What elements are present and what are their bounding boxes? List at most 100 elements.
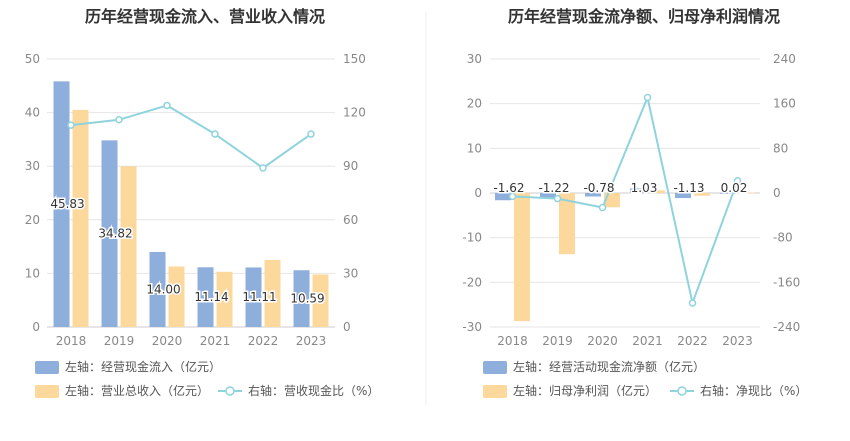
left-axis-tick-label: 0: [32, 320, 40, 334]
bar-data-label: -1.62: [493, 181, 524, 195]
bar-data-label: -1.22: [538, 181, 569, 195]
bar-2020-series-1: [168, 266, 185, 327]
right-axis-tick-label: 160: [773, 97, 796, 111]
bar-2018-series-1: [514, 193, 530, 322]
bar-2018-series-0: [495, 193, 511, 201]
ratio-line: [512, 94, 739, 307]
chart-title: 历年经营现金流入、营业收入情况: [85, 7, 325, 26]
right-axis-tick-label: 0: [773, 186, 781, 200]
bar-2019-series-1: [559, 193, 575, 255]
bar-data-label: 45.83: [50, 197, 84, 211]
bar-data-label: 11.11: [242, 290, 276, 304]
right-axis-tick-label: -160: [773, 275, 800, 289]
legend-swatch-0: [35, 361, 59, 374]
x-axis-tick-label: 2019: [104, 334, 135, 348]
legend-label-1: 左轴：归母净利润（亿元）: [513, 383, 657, 398]
bar-2019-series-1: [120, 166, 137, 327]
left-axis-tick-label: -30: [462, 320, 482, 334]
x-axis-tick-label: 2020: [587, 334, 618, 348]
legend-label-1: 左轴：营业总收入（亿元）: [65, 383, 209, 398]
x-axis-tick-label: 2018: [56, 334, 87, 348]
bar-2018-series-0: [53, 81, 70, 327]
left-axis-tick-label: 30: [467, 52, 482, 66]
ratio-point-2018: [508, 192, 517, 201]
bar-data-label: 0.02: [721, 181, 748, 195]
right-axis-tick-label: 0: [343, 320, 351, 334]
chart-panel-cash-inflow-revenue: 历年经营现金流入、营业收入情况 0 10 20 30 40 50 0 30 60 90 120 150 2…: [25, 7, 379, 398]
left-axis-tick-label: 0: [474, 186, 482, 200]
ratio-point-2019: [115, 115, 123, 124]
x-axis-tick-label: 2022: [248, 334, 279, 348]
ratio-point-2021: [211, 130, 219, 138]
ratio-point-2022: [259, 164, 267, 172]
left-axis-tick-label: -20: [462, 275, 482, 289]
bar-2022-series-1: [264, 260, 281, 327]
bar-data-label: 10.59: [290, 292, 324, 306]
x-axis-tick-label: 2023: [722, 334, 753, 348]
bar-2019-series-0: [540, 193, 556, 199]
left-axis-tick-label: 20: [25, 213, 40, 227]
legend-label-0: 左轴：经营现金流入（亿元）: [65, 359, 221, 374]
x-axis-tick-label: 2022: [677, 334, 708, 348]
legend-label-2: 右轴：净现比（%）: [700, 383, 807, 398]
bar-data-label: -1.13: [673, 181, 704, 195]
bar-2021-series-1: [216, 271, 233, 327]
left-axis-tick-label: 10: [467, 141, 482, 155]
bar-data-label: 14.00: [146, 282, 180, 296]
x-axis-tick-label: 2021: [632, 334, 663, 348]
legend-swatch-1: [35, 385, 59, 398]
x-axis-tick-label: 2020: [152, 334, 183, 348]
ratio-point-2022: [688, 299, 697, 307]
left-axis-tick-label: 40: [25, 106, 40, 120]
right-axis-tick-label: -240: [773, 320, 800, 334]
x-axis-tick-label: 2019: [542, 334, 573, 348]
bar-data-label: -0.78: [583, 181, 614, 195]
ratio-point-2023: [733, 176, 742, 185]
legend-label-0: 左轴：经营活动现金流净额（亿元）: [513, 359, 705, 374]
legend-swatch-0: [483, 361, 507, 374]
bar-data-label: 34.82: [98, 227, 132, 241]
bar-2022-series-0: [245, 267, 262, 327]
bar-2021-series-1: [649, 190, 665, 193]
left-axis-tick-label: 30: [25, 159, 40, 173]
right-axis-tick-label: -80: [773, 231, 793, 245]
chart-panel-net-cash-net-profit: 历年经营现金流净额、归母净利润情况 -30 -20 -10 0 10 20 30 -240 -16…: [462, 7, 807, 398]
ratio-point-2019: [553, 194, 562, 203]
left-axis-tick-label: -10: [462, 231, 482, 245]
bar-2021-series-0: [630, 188, 646, 193]
bar-2018-series-1: [72, 109, 89, 327]
bar-2022-series-1: [694, 193, 710, 196]
bar-2019-series-0: [101, 140, 118, 327]
right-axis-tick-label: 240: [773, 52, 796, 66]
right-axis-tick-label: 90: [343, 159, 358, 173]
x-axis-tick-label: 2021: [200, 334, 231, 348]
ratio-point-2020: [163, 101, 171, 110]
left-axis-tick-label: 20: [467, 97, 482, 111]
legend-label-2: 右轴：营收现金比（%）: [248, 383, 379, 398]
legend-swatch-1: [483, 385, 507, 398]
x-axis-tick-label: 2018: [497, 334, 528, 348]
bar-2023-series-0: [720, 192, 736, 194]
ratio-point-2023: [307, 130, 315, 138]
right-axis-tick-label: 120: [343, 106, 366, 120]
right-axis-tick-label: 60: [343, 213, 358, 227]
ratio-point-2021: [643, 93, 652, 102]
right-axis-tick-label: 150: [343, 52, 366, 66]
bar-2020-series-0: [149, 251, 166, 327]
bar-2021-series-0: [197, 267, 214, 327]
bar-data-label: 11.14: [194, 290, 228, 304]
right-axis-tick-label: 30: [343, 266, 358, 280]
bar-2020-series-0: [585, 193, 601, 197]
legend-line-marker: [677, 386, 687, 396]
legend-line-marker: [225, 386, 235, 396]
ratio-point-2018: [67, 121, 75, 129]
x-axis-tick-label: 2023: [296, 334, 327, 348]
bar-2023-series-0: [293, 270, 310, 327]
bar-2023-series-1: [739, 192, 755, 194]
chart-title: 历年经营现金流净额、归母净利润情况: [508, 7, 780, 26]
ratio-line: [70, 104, 312, 170]
bar-data-label: 1.03: [631, 181, 658, 195]
left-axis-tick-label: 10: [25, 266, 40, 280]
bar-2022-series-0: [675, 193, 691, 199]
ratio-point-2020: [598, 203, 607, 212]
